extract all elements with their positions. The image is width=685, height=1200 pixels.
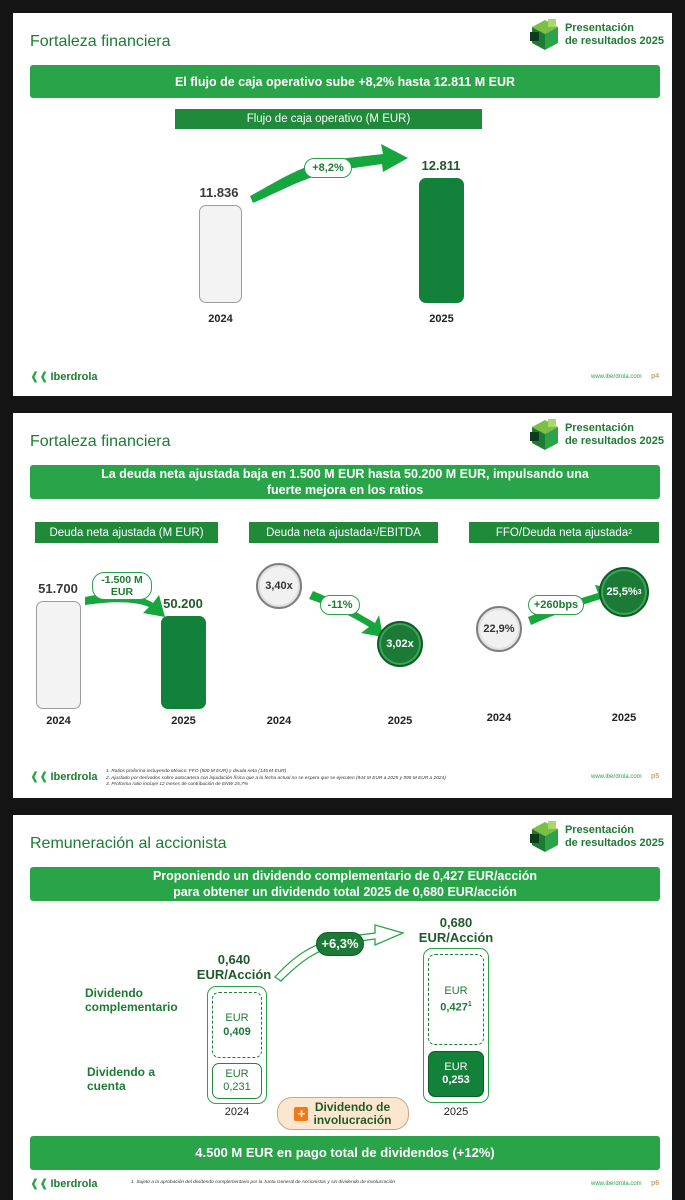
website-link[interactable]: www.iberdrola.com — [591, 1181, 642, 1187]
stack-frame-2025 — [423, 948, 489, 1103]
presentation-label: Presentación de resultados 2025 — [564, 22, 664, 47]
slide-title: Fortaleza financiera — [30, 33, 171, 50]
debt-change-pill: -1.500 M EUR — [92, 572, 152, 600]
plus-icon: + — [294, 1106, 309, 1121]
ffo-change-pill: +260bps — [528, 595, 584, 615]
year-label-2024: 2024 — [224, 1106, 250, 1118]
label-dividendo-cuenta: Dividendo a cuenta — [87, 1065, 156, 1093]
website-link[interactable]: www.iberdrola.com — [591, 374, 642, 380]
value-label-2024: 11.836 — [199, 185, 239, 200]
year-label-2025: 2025 — [611, 712, 637, 724]
ratio-circle-2024: 3,40x — [256, 563, 302, 609]
year-label-2025: 2025 — [429, 313, 454, 325]
total-2025: 0,680 EUR/Acción — [418, 915, 494, 945]
page-number: p6 — [651, 1180, 660, 1187]
year-label-2025: 2025 — [443, 1106, 469, 1118]
panel3-label: FFO/Deuda neta ajustada 2 — [469, 522, 659, 543]
growth-arrow — [274, 924, 405, 982]
iberdrola-logo: ❰❰ Iberdrola — [30, 770, 98, 784]
label-dividendo-complementario: Dividendo complementario — [85, 986, 178, 1014]
website-link[interactable]: www.iberdrola.com — [591, 774, 642, 780]
growth-pill: +6,3% — [316, 932, 364, 956]
footnotes: 1. Ratios proforma incluyendo México: FF… — [106, 769, 446, 787]
flame-icon: ❰❰ — [30, 1178, 49, 1190]
chart-label: Flujo de caja operativo (M EUR) — [175, 109, 482, 129]
value-label-2025: 12.811 — [421, 158, 461, 173]
headline-banner: La deuda neta ajustada baja en 1.500 M E… — [30, 465, 660, 499]
year-label-2024: 2024 — [266, 715, 292, 727]
presentation-label: Presentación de resultados 2025 — [564, 422, 664, 447]
headline-banner: El flujo de caja operativo sube +8,2% ha… — [30, 65, 660, 98]
complementario-box-2024: EUR 0,409 — [212, 992, 262, 1058]
ffo-circle-2025: 25,5% 3 — [599, 567, 649, 617]
stack-frame-2024 — [207, 986, 267, 1104]
slide-dividends: Remuneración al accionista Presentación … — [13, 815, 672, 1200]
complementario-box-2025: EUR 0,4271 — [428, 954, 484, 1045]
year-label-2024: 2024 — [208, 313, 233, 325]
flame-icon: ❰❰ — [30, 371, 49, 383]
growth-arrow — [250, 144, 408, 203]
slide-net-debt: Fortaleza financiera Presentación de res… — [13, 413, 672, 798]
ratio-circle-2025: 3,02x — [377, 621, 423, 667]
growth-pill: +8,2% — [304, 158, 352, 178]
involucracion-pill: + Dividendo de involucración — [277, 1097, 409, 1130]
bar-2024 — [36, 601, 81, 709]
flame-icon: ❰❰ — [30, 771, 49, 783]
presentation-badge: Presentación de resultados 2025 — [528, 418, 664, 452]
value-label-2024: 51.700 — [38, 581, 78, 596]
cuenta-box-2024: EUR 0,231 — [212, 1063, 262, 1099]
cube-logo-icon — [529, 19, 558, 50]
page-number: p4 — [651, 373, 660, 380]
footnote: 1. Sujeto a la aprobación del dividendo … — [131, 1180, 396, 1185]
iberdrola-logo: ❰❰ Iberdrola — [30, 1177, 98, 1191]
bottom-banner: 4.500 M EUR en pago total de dividendos … — [30, 1136, 660, 1170]
cuenta-box-2025: EUR 0,253 — [428, 1051, 484, 1097]
slide-title: Fortaleza financiera — [30, 433, 171, 450]
year-label-2024: 2024 — [46, 715, 71, 727]
year-label-2025: 2025 — [387, 715, 413, 727]
total-2024: 0,640 EUR/Acción — [196, 952, 272, 982]
slide-title: Remuneración al accionista — [30, 835, 227, 852]
bar-2025 — [419, 178, 464, 303]
value-label-2025: 50.200 — [163, 596, 203, 611]
cube-logo-icon — [529, 419, 558, 450]
presentation-badge: Presentación de resultados 2025 — [528, 18, 664, 52]
year-label-2024: 2024 — [486, 712, 512, 724]
bar-2024 — [199, 205, 242, 303]
panel1-label: Deuda neta ajustada (M EUR) — [35, 522, 218, 543]
headline-banner: Proponiendo un dividendo complementario … — [30, 867, 660, 901]
page-number: p5 — [651, 773, 660, 780]
ratio-change-pill: -11% — [320, 595, 360, 615]
presentation-badge: Presentación de resultados 2025 — [528, 820, 664, 854]
year-label-2025: 2025 — [171, 715, 196, 727]
presentation-label: Presentación de resultados 2025 — [564, 824, 664, 849]
cube-logo-icon — [529, 821, 558, 852]
panel2-label: Deuda neta ajustada 1/EBITDA — [249, 522, 438, 543]
slide-cash-flow: Fortaleza financiera Presentación de res… — [13, 13, 672, 396]
iberdrola-logo: ❰❰ Iberdrola — [30, 370, 98, 384]
bar-2025 — [161, 616, 206, 709]
ffo-circle-2024: 22,9% — [476, 606, 522, 652]
